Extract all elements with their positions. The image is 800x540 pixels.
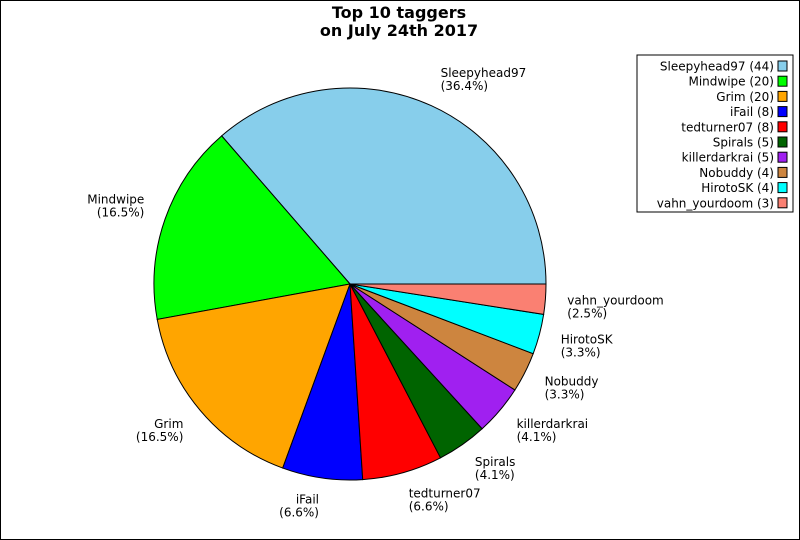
slice-label: Grim (16.5%) <box>136 417 183 444</box>
legend-label: vahn_yourdoom (3) <box>657 196 774 210</box>
legend-label: HirotoSK (4) <box>701 181 774 195</box>
legend-swatch <box>777 182 788 194</box>
legend-label: tedturner07 (8) <box>681 120 774 134</box>
slice-label: Mindwipe (16.5%) <box>87 192 144 219</box>
legend-swatch <box>777 166 788 178</box>
pie-slice-grim <box>156 283 351 469</box>
slice-label-name: Nobuddy <box>545 375 599 389</box>
slice-label-name: killerdarkrai <box>517 417 589 431</box>
slice-label-percent: (3.3%) <box>545 388 585 402</box>
slice-label: HirotoSK (3.3%) <box>561 333 614 360</box>
legend-label: Spirals (5) <box>713 136 774 150</box>
legend-swatch <box>777 151 788 163</box>
slice-label-percent: (3.3%) <box>561 346 601 360</box>
slice-label-percent: (36.4%) <box>441 79 488 93</box>
legend-swatch <box>777 136 788 148</box>
legend-swatch <box>777 106 788 118</box>
slice-label-name: tedturner07 <box>409 486 481 500</box>
slice-label-name: Grim <box>154 417 183 431</box>
pie-slice-vahn-yourdoom <box>349 283 547 315</box>
slice-labels: Sleepyhead97 (36.4%)Mindwipe (16.5%)Grim (1… <box>87 66 663 519</box>
legend: Sleepyhead97 (44)Mindwipe (20)Grim (20)i… <box>636 54 794 213</box>
slice-label: killerdarkrai (4.1%) <box>517 417 589 444</box>
slice-label-percent: (6.6%) <box>409 499 449 513</box>
slice-label-name: Spirals <box>475 455 515 469</box>
pie-slice-mindwipe <box>153 135 351 321</box>
slice-label: Sleepyhead97 (36.4%) <box>441 66 527 93</box>
slice-label-percent: (4.1%) <box>517 430 557 444</box>
legend-label: Mindwipe (20) <box>688 75 774 89</box>
slice-label-percent: (4.1%) <box>475 468 515 482</box>
legend-swatch <box>777 90 788 102</box>
pie-slice-sleepyhead97 <box>220 87 547 285</box>
legend-label: Sleepyhead97 (44) <box>660 60 774 74</box>
pie-slices <box>153 87 547 481</box>
slice-label-percent: (16.5%) <box>136 430 183 444</box>
slice-label-name: HirotoSK <box>561 333 614 347</box>
legend-swatch <box>777 121 788 133</box>
slice-label-percent: (2.5%) <box>567 307 607 321</box>
slice-label: vahn_yourdoom (2.5%) <box>567 294 663 321</box>
slice-label-name: Mindwipe <box>87 192 144 206</box>
slice-label-name: iFail <box>296 492 319 506</box>
slice-label-name: Sleepyhead97 <box>441 66 527 80</box>
chart-title-line-2: on July 24th 2017 <box>320 21 478 40</box>
chart-title-line-1: Top 10 taggers <box>332 3 466 22</box>
legend-swatch <box>777 60 788 72</box>
legend-label: killerdarkrai (5) <box>682 151 774 165</box>
slice-label: Spirals (4.1%) <box>475 455 515 482</box>
legend-box <box>636 54 794 213</box>
slice-label: tedturner07 (6.6%) <box>409 486 481 513</box>
slice-label-percent: (16.5%) <box>97 205 144 219</box>
slice-label-percent: (6.6%) <box>279 505 319 519</box>
legend-swatch <box>777 75 788 87</box>
legend-swatch <box>777 197 788 209</box>
slice-label-name: vahn_yourdoom <box>567 294 663 308</box>
legend-label: iFail (8) <box>730 105 774 119</box>
slice-label: Nobuddy (3.3%) <box>545 375 599 402</box>
legend-label: Grim (20) <box>716 90 774 104</box>
legend-label: Nobuddy (4) <box>699 166 774 180</box>
slice-label: iFail (6.6%) <box>279 492 319 519</box>
